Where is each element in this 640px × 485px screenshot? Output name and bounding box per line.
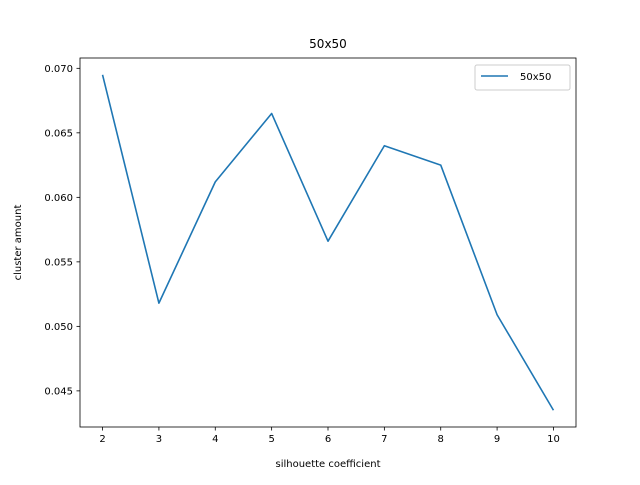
y-tick-label: 0.050: [44, 322, 73, 333]
x-tick-label: 5: [268, 434, 274, 445]
x-tick-label: 3: [156, 434, 162, 445]
y-tick-label: 0.070: [44, 64, 73, 75]
x-tick-label: 2: [99, 434, 105, 445]
series-layer: [101, 74, 555, 411]
x-tick-label: 8: [438, 434, 444, 445]
x-tick-label: 4: [212, 434, 218, 445]
x-tick-label: 10: [547, 434, 560, 445]
y-tick-label: 0.045: [44, 386, 73, 397]
x-tick-label: 6: [325, 434, 331, 445]
y-tick-label: 0.065: [44, 128, 73, 139]
x-tick-label: 9: [494, 434, 500, 445]
y-axis-label: cluster amount: [13, 205, 24, 281]
x-axis-label: silhouette coefficient: [275, 459, 380, 470]
plot-frame: [79, 57, 577, 428]
legend: 50x50: [474, 64, 571, 91]
legend-box: [474, 64, 571, 91]
legend-label: 50x50: [520, 72, 551, 83]
chart-title: 50x50: [309, 37, 347, 51]
plot-area: [80, 58, 576, 427]
y-tick-label: 0.060: [44, 193, 73, 204]
series-line-0: [101, 74, 555, 411]
x-tick-label: 7: [381, 434, 387, 445]
y-axis-ticks: 0.045 0.050 0.055 0.060 0.065 0.070: [44, 64, 80, 397]
y-tick-label: 0.055: [44, 257, 73, 268]
x-axis-ticks: 2 3 4 5 6 7 8 9 10: [99, 427, 560, 445]
